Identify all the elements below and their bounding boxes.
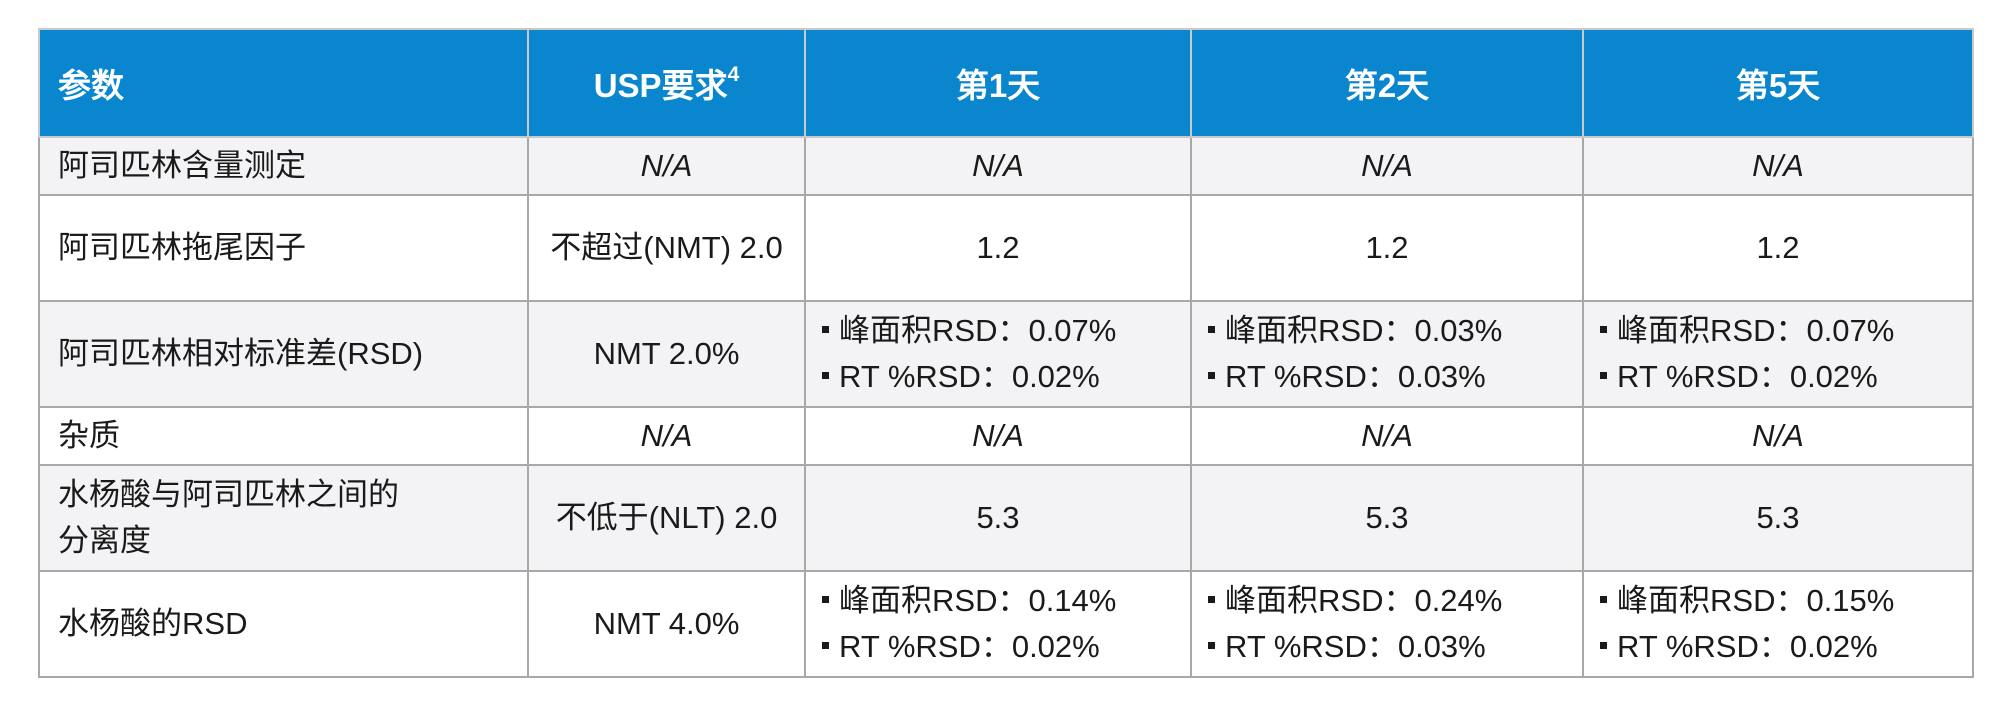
header-day1: 第1天 bbox=[804, 28, 1192, 138]
bullet-icon bbox=[1208, 326, 1215, 334]
usp-cell: 不超过(NMT) 2.0 bbox=[527, 194, 806, 302]
table-row: 阿司匹林拖尾因子 不超过(NMT) 2.0 1.2 1.2 1.2 bbox=[38, 194, 1974, 302]
bullet-icon bbox=[822, 326, 829, 334]
day5-cell: 5.3 bbox=[1582, 464, 1974, 572]
day5-cell: 峰面积RSD：0.15% RT %RSD：0.02% bbox=[1582, 570, 1974, 678]
results-table: 参数 USP要求4 第1天 第2天 第5天 阿司匹林含量测定 N/A N/A N… bbox=[38, 28, 1974, 678]
table-row: 阿司匹林含量测定 N/A N/A N/A N/A bbox=[38, 136, 1974, 196]
peak-area-rsd: 峰面积RSD：0.07% bbox=[839, 313, 1117, 348]
bullet-icon bbox=[1208, 372, 1215, 380]
day1-cell: N/A bbox=[804, 136, 1192, 196]
bullet-icon bbox=[1600, 642, 1607, 650]
day1-cell: 峰面积RSD：0.14% RT %RSD：0.02% bbox=[804, 570, 1192, 678]
usp-cell: N/A bbox=[527, 136, 806, 196]
peak-area-rsd: 峰面积RSD：0.03% bbox=[1225, 313, 1503, 348]
peak-area-rsd: 峰面积RSD：0.15% bbox=[1617, 583, 1895, 618]
rt-rsd: RT %RSD：0.03% bbox=[1225, 629, 1486, 664]
day2-cell: 1.2 bbox=[1190, 194, 1584, 302]
param-cell: 水杨酸与阿司匹林之间的 分离度 bbox=[38, 464, 529, 572]
bullet-icon bbox=[822, 596, 829, 604]
rt-rsd: RT %RSD：0.02% bbox=[1617, 629, 1878, 664]
bullet-icon bbox=[1600, 372, 1607, 380]
table-row: 水杨酸的RSD NMT 4.0% 峰面积RSD：0.14% RT %RSD：0.… bbox=[38, 570, 1974, 678]
table-row: 水杨酸与阿司匹林之间的 分离度 不低于(NLT) 2.0 5.3 5.3 5.3 bbox=[38, 464, 1974, 572]
day1-cell: 5.3 bbox=[804, 464, 1192, 572]
day5-cell: 峰面积RSD：0.07% RT %RSD：0.02% bbox=[1582, 300, 1974, 408]
day2-cell: N/A bbox=[1190, 406, 1584, 466]
day2-cell: 峰面积RSD：0.03% RT %RSD：0.03% bbox=[1190, 300, 1584, 408]
bullet-icon bbox=[1600, 326, 1607, 334]
param-line: 分离度 bbox=[58, 523, 151, 558]
param-cell: 阿司匹林相对标准差(RSD) bbox=[38, 300, 529, 408]
day5-cell: N/A bbox=[1582, 136, 1974, 196]
day2-cell: 峰面积RSD：0.24% RT %RSD：0.03% bbox=[1190, 570, 1584, 678]
rt-rsd: RT %RSD：0.03% bbox=[1225, 359, 1486, 394]
header-day5: 第5天 bbox=[1582, 28, 1974, 138]
day1-cell: N/A bbox=[804, 406, 1192, 466]
rt-rsd: RT %RSD：0.02% bbox=[839, 359, 1100, 394]
param-cell: 水杨酸的RSD bbox=[38, 570, 529, 678]
bullet-icon bbox=[822, 372, 829, 380]
usp-cell: N/A bbox=[527, 406, 806, 466]
day1-cell: 1.2 bbox=[804, 194, 1192, 302]
bullet-icon bbox=[822, 642, 829, 650]
bullet-icon bbox=[1208, 642, 1215, 650]
day2-cell: 5.3 bbox=[1190, 464, 1584, 572]
table-row: 杂质 N/A N/A N/A N/A bbox=[38, 406, 1974, 466]
peak-area-rsd: 峰面积RSD：0.24% bbox=[1225, 583, 1503, 618]
peak-area-rsd: 峰面积RSD：0.07% bbox=[1617, 313, 1895, 348]
param-cell: 阿司匹林拖尾因子 bbox=[38, 194, 529, 302]
param-cell: 杂质 bbox=[38, 406, 529, 466]
header-row: 参数 USP要求4 第1天 第2天 第5天 bbox=[38, 28, 1974, 138]
rt-rsd: RT %RSD：0.02% bbox=[839, 629, 1100, 664]
header-usp-footnote: 4 bbox=[727, 63, 740, 86]
param-cell: 阿司匹林含量测定 bbox=[38, 136, 529, 196]
header-param: 参数 bbox=[38, 28, 529, 138]
rt-rsd: RT %RSD：0.02% bbox=[1617, 359, 1878, 394]
peak-area-rsd: 峰面积RSD：0.14% bbox=[839, 583, 1117, 618]
table-row: 阿司匹林相对标准差(RSD) NMT 2.0% 峰面积RSD：0.07% RT … bbox=[38, 300, 1974, 408]
day1-cell: 峰面积RSD：0.07% RT %RSD：0.02% bbox=[804, 300, 1192, 408]
day2-cell: N/A bbox=[1190, 136, 1584, 196]
usp-cell: 不低于(NLT) 2.0 bbox=[527, 464, 806, 572]
bullet-icon bbox=[1208, 596, 1215, 604]
usp-cell: NMT 2.0% bbox=[527, 300, 806, 408]
bullet-icon bbox=[1600, 596, 1607, 604]
param-line: 水杨酸与阿司匹林之间的 bbox=[58, 477, 399, 512]
day5-cell: N/A bbox=[1582, 406, 1974, 466]
header-day2: 第2天 bbox=[1190, 28, 1584, 138]
usp-cell: NMT 4.0% bbox=[527, 570, 806, 678]
day5-cell: 1.2 bbox=[1582, 194, 1974, 302]
header-usp: USP要求4 bbox=[527, 28, 806, 138]
